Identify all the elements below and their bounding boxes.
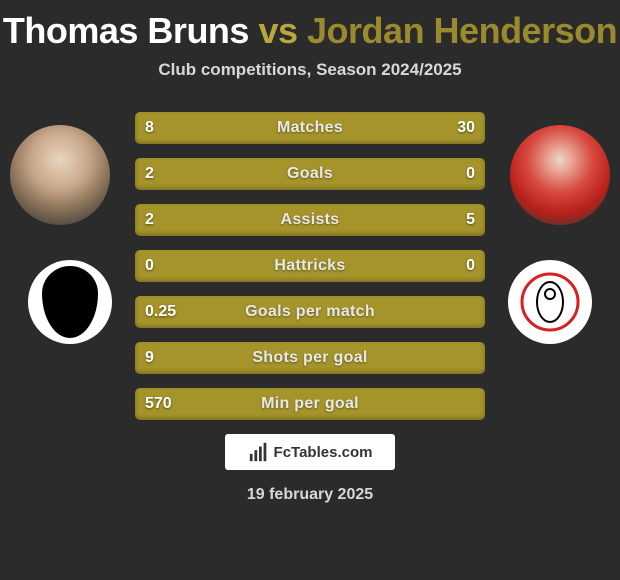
- stat-left-value: 0: [145, 257, 154, 275]
- stat-label: Assists: [280, 211, 339, 229]
- stat-right-value: 5: [466, 211, 475, 229]
- stat-label: Goals: [287, 165, 333, 183]
- stat-left-value: 2: [145, 165, 154, 183]
- stat-left-value: 570: [145, 395, 172, 413]
- player1-name: Thomas Bruns: [3, 10, 249, 51]
- player1-avatar: [10, 125, 110, 225]
- stat-right-value: 30: [457, 119, 475, 137]
- subtitle: Club competitions, Season 2024/2025: [0, 60, 620, 80]
- stat-row: 570 Min per goal: [135, 388, 485, 420]
- stat-left-value: 0.25: [145, 303, 176, 321]
- club2-logo: [508, 260, 592, 344]
- stat-label: Matches: [277, 119, 343, 137]
- vs-label: vs: [258, 10, 297, 51]
- stat-label: Shots per goal: [252, 349, 367, 367]
- stat-left-value: 9: [145, 349, 154, 367]
- ajax-logo-icon: [520, 272, 580, 332]
- stat-row: 0.25 Goals per match: [135, 296, 485, 328]
- brand-logo: FcTables.com: [225, 434, 395, 470]
- stats-bars: 8 Matches 30 2 Goals 0 2 Assists 5 0 Hat…: [135, 112, 485, 420]
- stat-label: Goals per match: [245, 303, 375, 321]
- stat-left-value: 2: [145, 211, 154, 229]
- stat-left-value: 8: [145, 119, 154, 137]
- stat-label: Hattricks: [274, 257, 345, 275]
- brand-text: FcTables.com: [274, 444, 373, 461]
- footer-date: 19 february 2025: [0, 486, 620, 504]
- stat-right-value: 0: [466, 257, 475, 275]
- chart-icon: [248, 441, 270, 463]
- club1-logo: [28, 260, 112, 344]
- stat-row: 8 Matches 30: [135, 112, 485, 144]
- comparison-title: Thomas Bruns vs Jordan Henderson: [0, 0, 620, 52]
- stat-row: 2 Goals 0: [135, 158, 485, 190]
- player2-name: Jordan Henderson: [307, 10, 617, 51]
- stat-right-value: 0: [466, 165, 475, 183]
- stat-row: 9 Shots per goal: [135, 342, 485, 374]
- stat-row: 0 Hattricks 0: [135, 250, 485, 282]
- player2-avatar: [510, 125, 610, 225]
- stat-row: 2 Assists 5: [135, 204, 485, 236]
- stat-label: Min per goal: [261, 395, 359, 413]
